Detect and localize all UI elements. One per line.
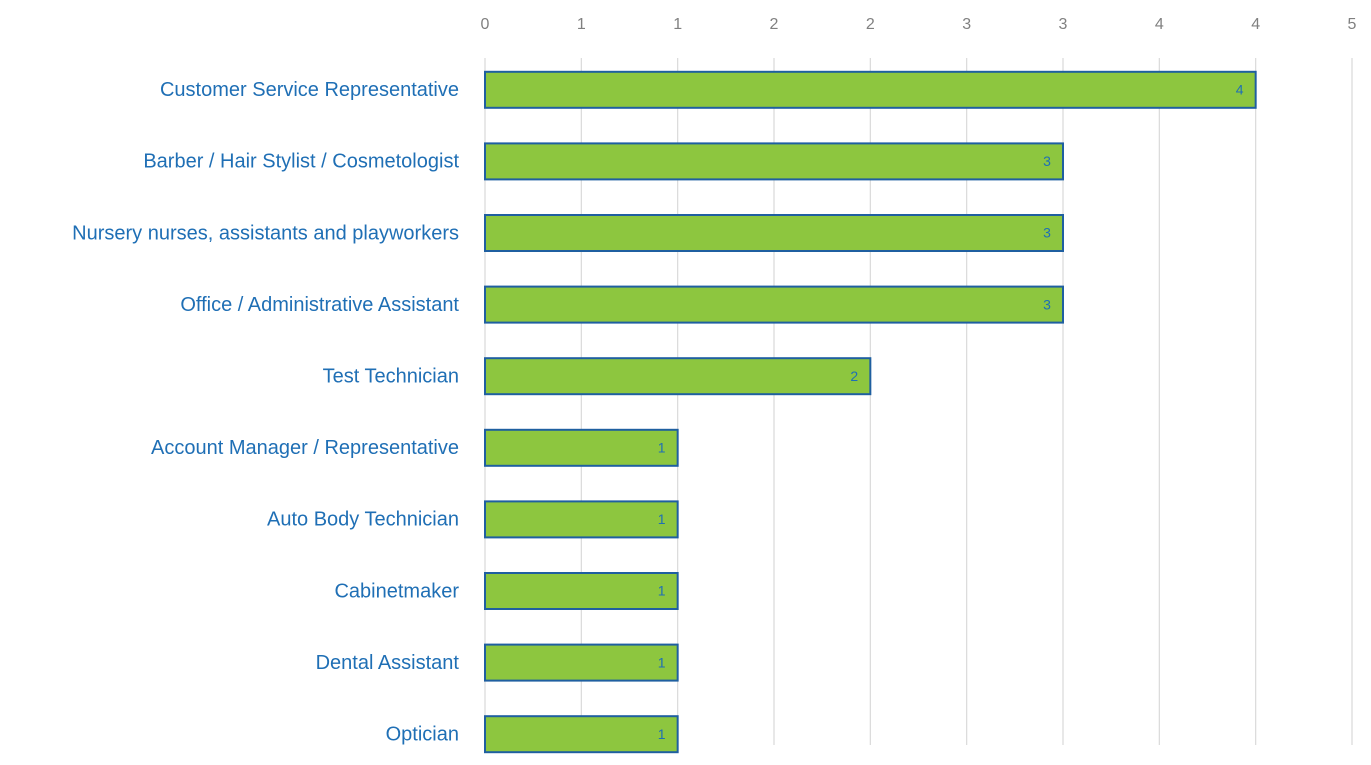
data-label: 1 [658, 654, 666, 670]
bar [484, 142, 1064, 181]
x-tick-label: 2 [770, 16, 779, 33]
data-label: 3 [1043, 296, 1051, 312]
x-tick-label: 1 [577, 16, 586, 33]
y-tick-label: Optician [386, 723, 459, 745]
data-label: 1 [658, 726, 666, 742]
y-tick-label: Dental Assistant [316, 652, 460, 674]
x-tick-label: 3 [962, 16, 971, 33]
bar [484, 214, 1064, 252]
y-tick-label: Account Manager / Representative [151, 437, 459, 459]
y-tick-label: Office / Administrative Assistant [180, 294, 459, 316]
y-tick-label: Customer Service Representative [160, 79, 459, 101]
bar [484, 643, 679, 682]
data-label: 2 [850, 368, 858, 384]
data-label: 3 [1043, 225, 1051, 241]
y-tick-label: Nursery nurses, assistants and playworke… [72, 222, 459, 244]
x-tick-label: 1 [673, 16, 682, 33]
x-tick-label: 2 [866, 16, 875, 33]
bar [484, 572, 679, 610]
y-tick-label: Test Technician [323, 365, 459, 387]
bar [484, 428, 679, 467]
data-label: 3 [1043, 153, 1051, 169]
bar [484, 285, 1064, 324]
x-tick-label: 4 [1251, 16, 1260, 33]
bar [484, 715, 679, 754]
data-label: 1 [658, 583, 666, 599]
bar [484, 70, 1257, 109]
y-tick-label: Barber / Hair Stylist / Cosmetologist [143, 151, 459, 173]
data-label: 1 [658, 511, 666, 527]
bar [484, 500, 679, 539]
x-tick-label: 3 [1059, 16, 1068, 33]
data-label: 1 [658, 440, 666, 456]
x-tick-label: 5 [1348, 16, 1357, 33]
x-tick-label: 4 [1155, 16, 1164, 33]
y-tick-label: Auto Body Technician [267, 509, 459, 531]
y-tick-label: Cabinetmaker [334, 580, 459, 602]
x-tick-label: 0 [481, 16, 490, 33]
bar [484, 357, 872, 396]
data-label: 4 [1236, 82, 1244, 98]
